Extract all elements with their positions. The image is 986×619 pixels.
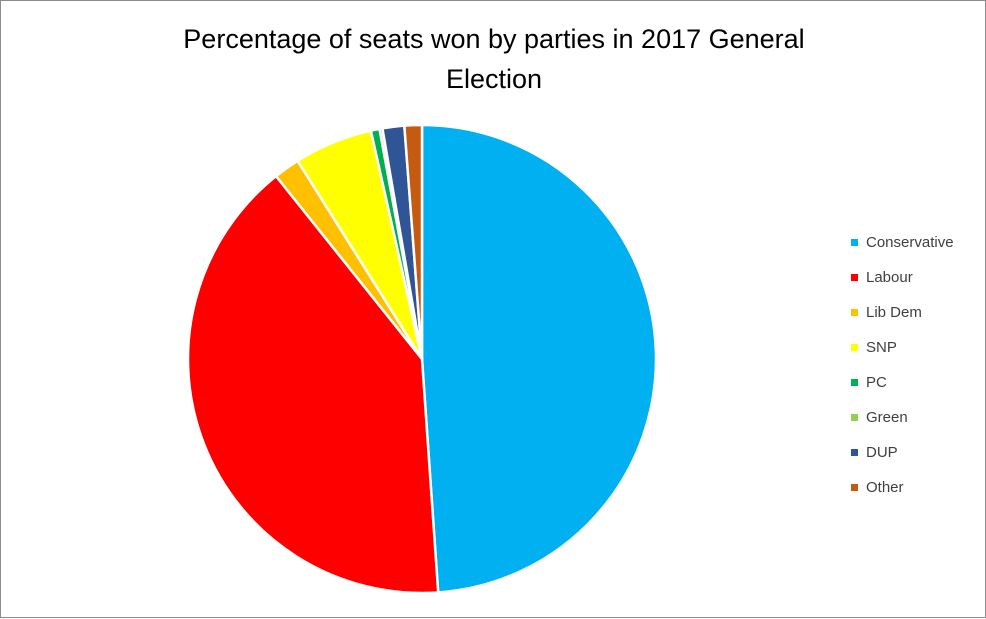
chart-title-line-1: Percentage of seats won by parties in 20… xyxy=(183,24,805,54)
legend-swatch xyxy=(851,484,858,491)
legend-swatch xyxy=(851,274,858,281)
pie-slice-conservative xyxy=(420,123,658,594)
legend-label: Labour xyxy=(866,269,913,286)
legend-label: Other xyxy=(866,479,904,496)
legend-swatch xyxy=(851,449,858,456)
legend-item-lib-dem: Lib Dem xyxy=(851,295,954,330)
legend-item-green: Green xyxy=(851,400,954,435)
legend-item-conservative: Conservative xyxy=(851,225,954,260)
legend-swatch xyxy=(851,309,858,316)
chart-title-line-2: Election xyxy=(445,64,543,94)
legend-label: SNP xyxy=(866,339,897,356)
legend-label: DUP xyxy=(866,444,898,461)
legend-swatch xyxy=(851,379,858,386)
legend-item-labour: Labour xyxy=(851,260,954,295)
chart-title: Percentage of seats won by parties in 20… xyxy=(1,19,986,99)
pie-slice-labour xyxy=(186,174,440,595)
legend-item-pc: PC xyxy=(851,365,954,400)
legend-swatch xyxy=(851,344,858,351)
legend-label: Conservative xyxy=(866,234,954,251)
legend-swatch xyxy=(851,239,858,246)
legend-item-snp: SNP xyxy=(851,330,954,365)
legend-label: Lib Dem xyxy=(866,304,922,321)
pie-slice-other xyxy=(403,123,424,361)
legend-label: PC xyxy=(866,374,887,391)
legend-item-other: Other xyxy=(851,470,954,505)
legend-swatch xyxy=(851,414,858,421)
legend-label: Green xyxy=(866,409,908,426)
legend-item-dup: DUP xyxy=(851,435,954,470)
legend: Conservative Labour Lib Dem SNP PC Green… xyxy=(851,225,954,505)
